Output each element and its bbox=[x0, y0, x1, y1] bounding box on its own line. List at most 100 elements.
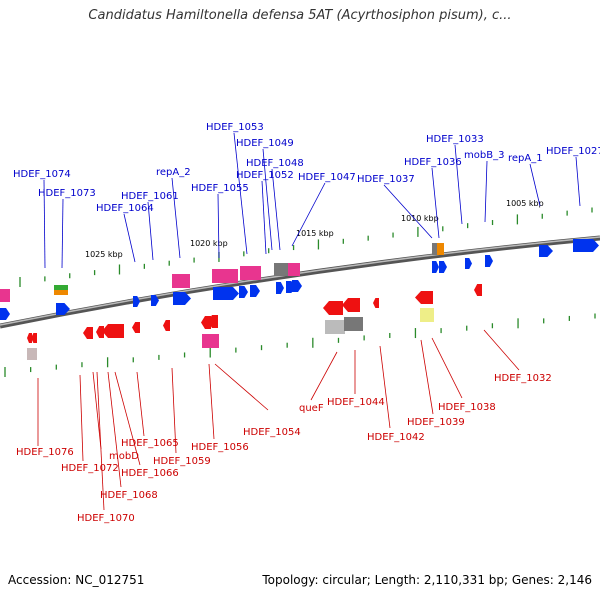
pink-gene-box bbox=[0, 289, 10, 302]
reverse-gene-label: HDEF_1059 bbox=[153, 456, 211, 467]
kbp-label: 1015 kbp bbox=[296, 229, 334, 238]
reverse-gene-arrow bbox=[102, 324, 124, 338]
label-leader bbox=[291, 182, 326, 247]
label-leader bbox=[310, 351, 338, 401]
reverse-gene-label: HDEF_1032 bbox=[494, 373, 552, 384]
forward-gene-label: HDEF_1061 bbox=[121, 191, 179, 202]
forward-gene-label: HDEF_1037 bbox=[357, 174, 415, 185]
label-leader bbox=[96, 371, 105, 511]
label-leader bbox=[575, 156, 581, 207]
label-leader bbox=[208, 363, 215, 440]
forward-gene-arrow bbox=[485, 255, 493, 267]
forward-gene-arrow bbox=[133, 296, 140, 307]
reverse-gene-label: HDEF_1070 bbox=[77, 513, 135, 524]
gray-gene-box bbox=[344, 317, 363, 331]
label-leader bbox=[171, 367, 177, 454]
reverse-gene-label: mobD bbox=[109, 451, 139, 462]
reverse-gene-arrow bbox=[31, 333, 37, 343]
forward-gene-label: HDEF_1049 bbox=[236, 138, 294, 149]
label-leader bbox=[379, 345, 391, 429]
reverse-gene-label: HDEF_1072 bbox=[61, 463, 119, 474]
reverse-gene-arrow bbox=[415, 291, 433, 304]
forward-gene-arrow bbox=[465, 258, 472, 269]
pink-gene-box bbox=[240, 266, 261, 280]
forward-gene-label: HDEF_1033 bbox=[426, 134, 484, 145]
forward-gene-label: HDEF_1053 bbox=[206, 122, 264, 133]
pink-gene-box bbox=[212, 269, 238, 283]
reverse-gene-arrow bbox=[96, 326, 104, 338]
forward-gene-arrow bbox=[250, 285, 260, 297]
forward-gene-label: mobB_3 bbox=[464, 150, 504, 161]
forward-gene-arrow bbox=[276, 282, 284, 294]
gray-gene-box bbox=[325, 320, 345, 334]
forward-gene-arrow bbox=[0, 308, 10, 320]
label-leader bbox=[484, 160, 488, 223]
forward-gene-arrow bbox=[292, 280, 302, 292]
label-leader bbox=[383, 184, 433, 239]
label-leader bbox=[454, 144, 463, 225]
reverse-gene-label: HDEF_1038 bbox=[438, 402, 496, 413]
label-leader bbox=[420, 339, 434, 415]
reverse-gene-label: HDEF_1044 bbox=[327, 397, 385, 408]
label-leader bbox=[136, 371, 145, 437]
reverse-gene-arrow bbox=[201, 316, 211, 329]
kbp-label: 1025 kbp bbox=[85, 250, 123, 259]
forward-gene-arrow bbox=[573, 239, 599, 252]
gray-gene-box bbox=[27, 348, 37, 360]
forward-gene-arrow bbox=[56, 303, 70, 315]
label-leader bbox=[431, 167, 440, 239]
label-leader bbox=[214, 363, 269, 411]
yellow-gene-box bbox=[420, 308, 434, 322]
label-leader bbox=[123, 213, 136, 263]
reverse-gene-label: queF bbox=[299, 403, 324, 414]
reverse-gene-arrow bbox=[323, 301, 343, 315]
label-leader bbox=[92, 371, 102, 450]
reverse-gene-arrow bbox=[474, 284, 482, 296]
forward-gene-label: HDEF_1073 bbox=[38, 188, 96, 199]
accession-text: Accession: NC_012751 bbox=[8, 573, 145, 587]
label-leader bbox=[261, 180, 267, 255]
reverse-gene-label: HDEF_1042 bbox=[367, 432, 425, 443]
forward-gene-arrow bbox=[213, 287, 239, 300]
label-leader bbox=[147, 201, 154, 261]
reverse-gene-label: HDEF_1068 bbox=[100, 490, 158, 501]
forward-gene-arrow bbox=[432, 261, 439, 273]
orange-gene-box bbox=[54, 290, 68, 295]
reverse-gene-label: HDEF_1039 bbox=[407, 417, 465, 428]
label-leader bbox=[233, 132, 248, 255]
map-title: Candidatus Hamiltonella defensa 5AT (Acy… bbox=[88, 8, 512, 23]
forward-gene-arrow bbox=[151, 295, 159, 306]
gray-gene-box bbox=[432, 243, 437, 255]
reverse-gene-arrow bbox=[342, 298, 360, 312]
reverse-gene-label: HDEF_1066 bbox=[121, 468, 179, 479]
kbp-marks: 1025 kbp 1020 kbp 1015 kbp 1010 kbp 1005 kbp bbox=[85, 199, 544, 259]
reverse-gene-arrow bbox=[163, 320, 170, 331]
forward-gene-label: HDEF_1036 bbox=[404, 157, 462, 168]
tick-marks bbox=[4, 207, 596, 377]
label-leader bbox=[262, 148, 273, 251]
forward-gene-arrow bbox=[539, 245, 553, 257]
pink-gene-box bbox=[202, 334, 219, 348]
label-leader bbox=[529, 163, 541, 207]
label-leader bbox=[217, 193, 220, 259]
reverse-gene-label: HDEF_1076 bbox=[16, 447, 74, 458]
pink-gene-box bbox=[288, 263, 300, 276]
label-leader bbox=[107, 371, 122, 488]
green-gene-box bbox=[54, 285, 68, 290]
label-leader bbox=[61, 198, 64, 269]
forward-gene-label: HDEF_1074 bbox=[13, 169, 71, 180]
summary-text: Topology: circular; Length: 2,110,331 bp… bbox=[262, 573, 592, 587]
label-leader bbox=[431, 337, 463, 399]
forward-gene-label: HDEF_1048 bbox=[246, 158, 304, 169]
forward-gene-label: HDEF_1064 bbox=[96, 203, 154, 214]
reverse-gene-arrow bbox=[132, 322, 140, 333]
forward-gene-label: HDEF_1052 bbox=[236, 170, 294, 181]
gene-features bbox=[0, 239, 599, 360]
reverse-gene-label: HDEF_1056 bbox=[191, 442, 249, 453]
gray-gene-box bbox=[274, 263, 288, 276]
label-leader bbox=[79, 374, 84, 462]
label-leader bbox=[114, 371, 141, 466]
forward-gene-arrow bbox=[173, 292, 191, 305]
forward-gene-label: repA_2 bbox=[156, 167, 191, 178]
